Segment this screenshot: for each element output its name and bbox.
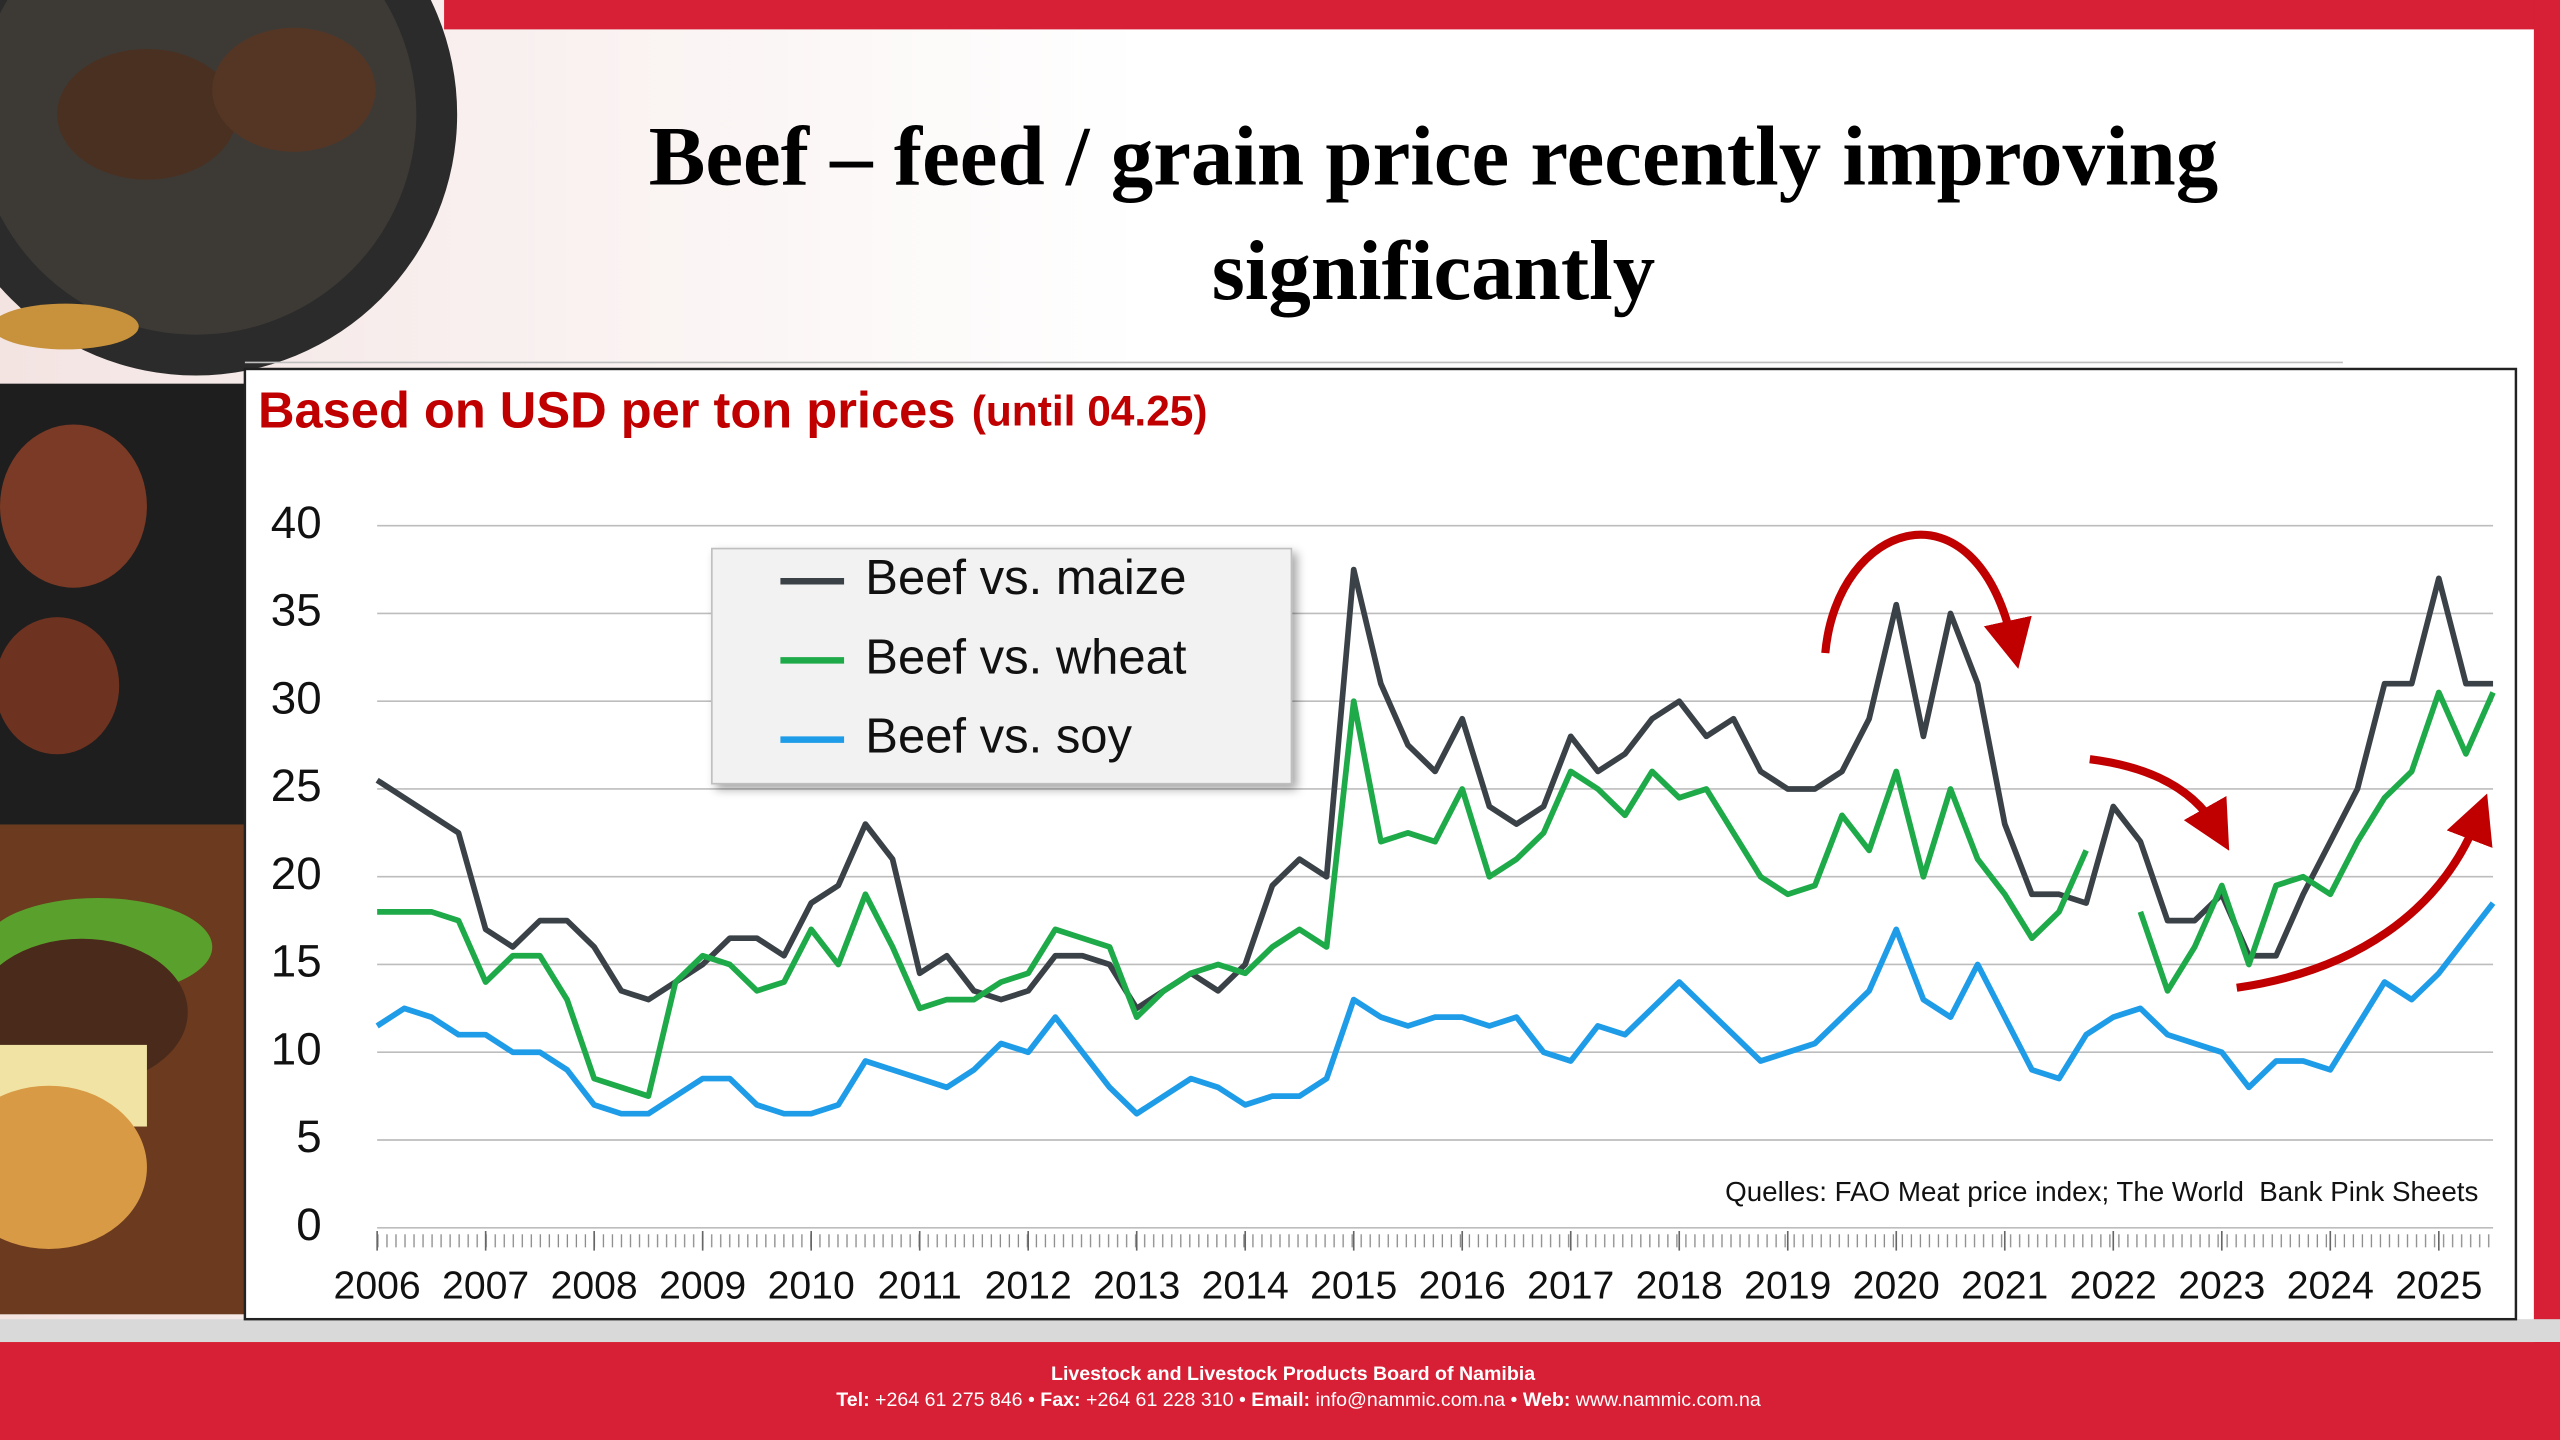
y-tick-label: 20	[271, 848, 322, 899]
x-tick-label: 2016	[1419, 1265, 1506, 1308]
contact-value: www.nammic.com.na	[1570, 1389, 1761, 1411]
series-line	[377, 689, 2496, 1099]
y-tick-label: 5	[296, 1111, 321, 1162]
food-photos	[0, 0, 458, 1315]
legend: Beef vs. maize Beef vs. wheat Beef vs. soy	[711, 547, 1293, 785]
chart-title: Based on USD per ton prices (until 04.25)	[258, 382, 1208, 439]
arrow-peak	[1821, 530, 2032, 669]
minor-ticks	[377, 1234, 2494, 1248]
x-tick-label: 2011	[878, 1265, 962, 1308]
x-tick-label: 2014	[1202, 1265, 1289, 1308]
title-area: Beef – feed / grain price recently impro…	[648, 111, 2219, 319]
x-tick-label: 2024	[2287, 1265, 2374, 1308]
contact-value: info@nammic.com.na •	[1310, 1389, 1523, 1411]
chart-title-main: Based on USD per ton prices	[258, 382, 955, 439]
annotation-arrows	[1821, 530, 2493, 992]
y-tick-label: 40	[271, 497, 322, 548]
x-tick-label: 2013	[1093, 1265, 1180, 1308]
source-note: Quelles: FAO Meat price index; The World…	[1725, 1176, 2478, 1207]
series-line	[375, 901, 2496, 1117]
y-tick-label: 35	[271, 585, 322, 636]
slide-title: Beef – feed / grain price recently impro…	[648, 111, 2219, 319]
legend-label: Beef vs. wheat	[865, 630, 1187, 684]
right-border	[2533, 0, 2560, 1440]
x-tick-label: 2015	[1310, 1265, 1397, 1308]
contact-value: +264 61 228 310 •	[1081, 1389, 1252, 1411]
footer-band	[0, 1342, 2560, 1440]
x-tick-label: 2018	[1636, 1265, 1723, 1308]
legend-label: Beef vs. soy	[865, 710, 1132, 764]
x-tick-label: 2022	[2070, 1265, 2157, 1308]
series-line	[375, 566, 2494, 1012]
x-tick-label: 2010	[768, 1265, 855, 1308]
legend-label: Beef vs. maize	[865, 551, 1186, 605]
y-tick-label: 30	[271, 672, 322, 723]
x-tick-label: 2021	[1961, 1265, 2048, 1308]
y-tick-label: 0	[296, 1199, 321, 1250]
footer-organisation: Livestock and Livestock Products Board o…	[1051, 1363, 1536, 1385]
x-tick-label: 2008	[551, 1265, 638, 1308]
contact-value: +264 61 275 846 •	[870, 1389, 1041, 1411]
x-tick-label: 2025	[2395, 1265, 2482, 1308]
x-tick-label: 2019	[1744, 1265, 1831, 1308]
y-tick-label: 10	[271, 1023, 322, 1074]
x-tick-label: 2006	[334, 1265, 421, 1308]
chart-subtitle: (until 04.25)	[972, 388, 1208, 435]
x-tick-label: 2017	[1527, 1265, 1614, 1308]
y-tick-label: 25	[271, 760, 322, 811]
arrow-decline	[2089, 755, 2230, 851]
legend-box	[711, 547, 1293, 785]
x-tick-label: 2012	[985, 1265, 1072, 1308]
x-tick-label: 2009	[659, 1265, 746, 1308]
bottom-strip	[0, 1319, 2560, 1343]
contact-label: Fax:	[1040, 1389, 1080, 1411]
x-tick-label: 2020	[1853, 1265, 1940, 1308]
y-tick-label: 15	[271, 936, 322, 987]
contact-label: Email:	[1251, 1389, 1310, 1411]
contact-label: Web:	[1523, 1389, 1571, 1411]
arrow-rise	[2236, 793, 2493, 992]
x-tick-label: 2007	[442, 1265, 529, 1308]
top-border	[444, 0, 2560, 30]
x-tick-label: 2023	[2178, 1265, 2265, 1308]
contact-label: Tel:	[836, 1389, 869, 1411]
footer-contacts: Tel: +264 61 275 846 • Fax: +264 61 228 …	[809, 1389, 1777, 1411]
